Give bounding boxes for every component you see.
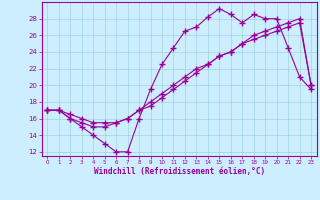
X-axis label: Windchill (Refroidissement éolien,°C): Windchill (Refroidissement éolien,°C) bbox=[94, 167, 265, 176]
